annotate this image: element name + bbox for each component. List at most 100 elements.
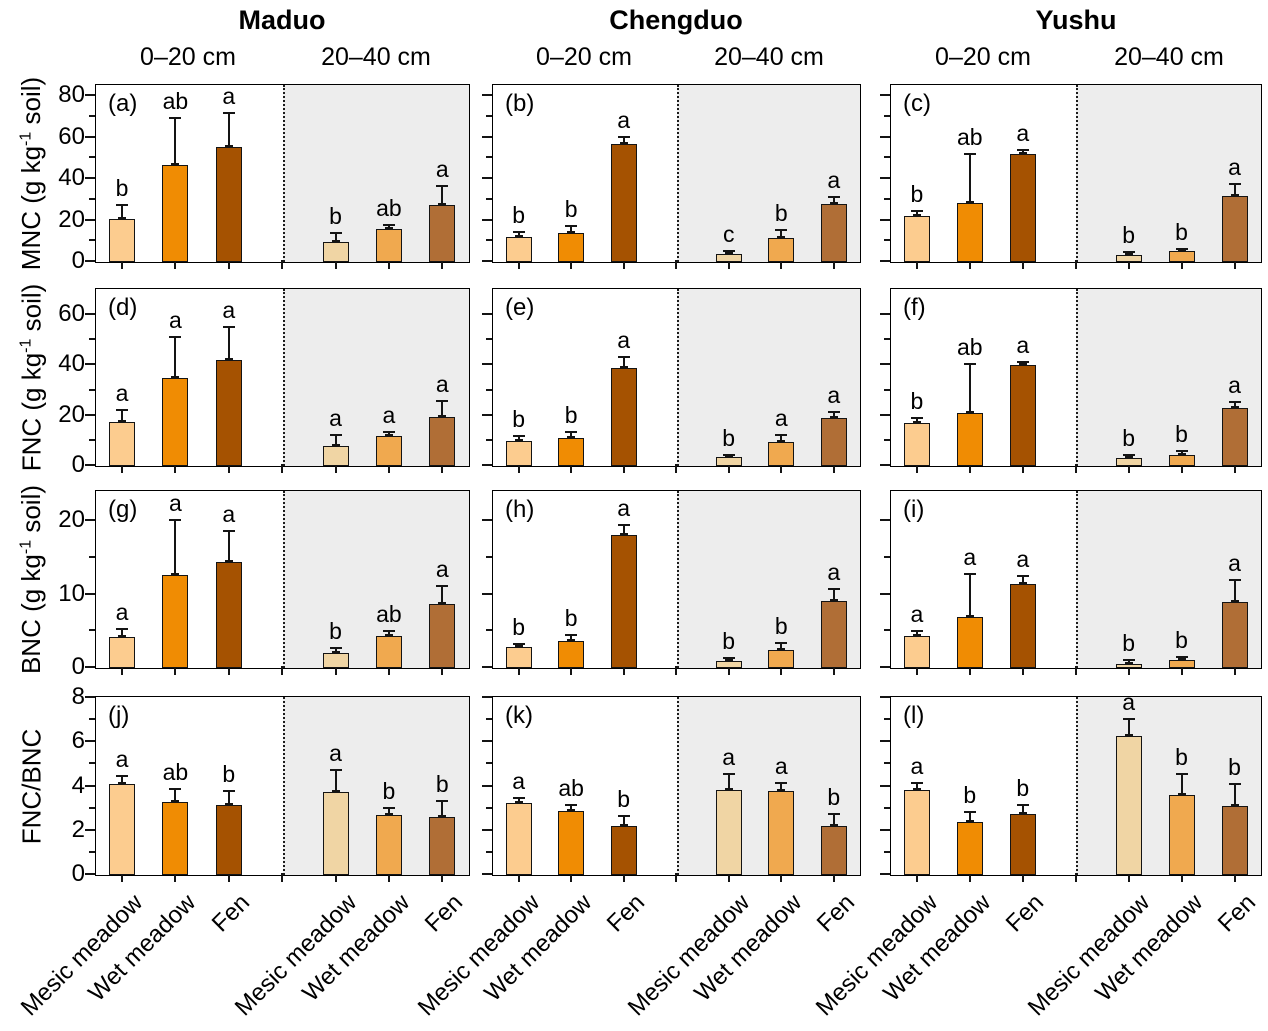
bar-fen (1009, 584, 1036, 668)
x-tick (121, 464, 124, 473)
significance-letter: a (222, 500, 236, 527)
x-tick (1180, 873, 1183, 882)
error-bar-cap-top (722, 453, 735, 456)
y-major-tick (880, 464, 890, 466)
panel-id-label: (c) (903, 90, 931, 117)
error-bar-cap-top (222, 325, 235, 328)
significance-letter: a (774, 404, 788, 431)
x-tick (517, 260, 520, 269)
error-bar-cap-bottom (1124, 456, 1133, 459)
x-tick (1127, 666, 1130, 675)
error-bar-line (387, 631, 390, 635)
error-bar-cap-top (169, 518, 182, 521)
y-major-tick (482, 592, 492, 595)
y-minor-tick (486, 556, 492, 558)
y-minor-tick (486, 197, 492, 200)
bar-wet-meadow (956, 616, 983, 668)
x-tick (441, 666, 444, 675)
x-tick (675, 666, 678, 675)
error-bar-cap-bottom (1018, 582, 1027, 585)
bar-mesic-meadow (1115, 458, 1142, 466)
y-major-tick (482, 464, 492, 466)
significance-letter: b (564, 402, 578, 429)
error-bar-line (915, 631, 918, 635)
significance-letter: a (1228, 372, 1241, 399)
error-bar-cap-bottom (912, 421, 921, 424)
significance-letter: a (963, 543, 977, 570)
error-bar-cap-top (1016, 575, 1029, 578)
error-bar-cap-top (512, 435, 525, 438)
x-tick (1074, 873, 1077, 882)
error-bar-cap-bottom (777, 236, 786, 239)
error-bar-line (441, 400, 444, 416)
bar-mesic-meadow (322, 653, 349, 668)
panel-mnc-chengduo: (b) b b a c b a (482, 84, 861, 269)
y-major-tick (880, 177, 890, 180)
site-title-maduo: Maduo (238, 5, 326, 35)
significance-letter: b (1175, 627, 1188, 654)
panel-id-label: (i) (903, 496, 925, 523)
error-bar-cap-top (1016, 804, 1029, 807)
bar-wet-meadow (1168, 454, 1195, 466)
bar-mesic-meadow (903, 216, 930, 262)
y-major-tick (482, 313, 492, 316)
y-major-tick (880, 592, 890, 595)
x-tick (281, 873, 284, 882)
error-bar-cap-bottom (724, 658, 733, 661)
significance-letter: b (1122, 630, 1136, 657)
y-tick-label: 2 (71, 815, 85, 843)
error-bar-line (968, 364, 971, 413)
error-bar-cap-top (1016, 149, 1029, 152)
y-tick-label: 20 (58, 506, 85, 534)
error-bar-cap-bottom (1177, 452, 1186, 455)
bar-mesic-meadow (903, 635, 930, 668)
depth-divider-dotted-line (676, 289, 679, 466)
bar-mesic-meadow (109, 422, 136, 466)
panel-id-label: (j) (108, 702, 130, 729)
significance-letter: b (564, 604, 578, 631)
error-bar-line (780, 783, 783, 790)
y-minor-tick (486, 762, 492, 765)
significance-letter: a (329, 404, 342, 431)
error-bar-cap-top (116, 408, 129, 411)
bar-wet-meadow (956, 413, 983, 466)
bar-fen (215, 562, 242, 668)
x-tick (1021, 464, 1024, 473)
x-tick (441, 873, 444, 882)
error-bar-line (334, 770, 337, 792)
y-minor-tick (89, 338, 95, 341)
y-major-tick (85, 135, 95, 138)
x-tick (334, 666, 337, 675)
y-minor-tick (486, 338, 492, 341)
y-major-tick (482, 666, 492, 668)
x-tick (227, 464, 230, 473)
error-bar-line (387, 432, 390, 435)
significance-letter: a (617, 494, 631, 521)
y-major-tick (85, 740, 95, 743)
x-tick (517, 873, 520, 882)
error-bar-cap-bottom (438, 414, 447, 417)
significance-letter: ab (956, 124, 983, 151)
error-bar-cap-bottom (171, 572, 180, 575)
error-bar-line (121, 409, 124, 421)
depth-label-deep: 20–40 cm (714, 43, 824, 71)
error-bar-line (121, 205, 124, 218)
significance-letter: b (1175, 218, 1188, 245)
error-bar-cap-bottom (171, 799, 180, 802)
x-tick (281, 464, 284, 473)
y-major-tick (85, 666, 95, 668)
y-tick-label: 40 (58, 164, 85, 192)
error-bar-line (727, 774, 730, 789)
y-tick-label: 60 (58, 122, 85, 150)
error-bar-cap-bottom (1124, 252, 1133, 255)
error-bar-line (1233, 184, 1236, 195)
y-major-tick (85, 464, 95, 466)
y-minor-tick (486, 438, 492, 441)
error-bar-cap-bottom (118, 216, 127, 219)
significance-letter: a (1016, 120, 1030, 147)
error-bar-line (1021, 805, 1024, 814)
x-tick (1233, 260, 1236, 269)
error-bar-cap-top (1228, 579, 1241, 582)
significance-letter: b (115, 175, 129, 202)
error-bar-cap-top (1228, 783, 1241, 786)
